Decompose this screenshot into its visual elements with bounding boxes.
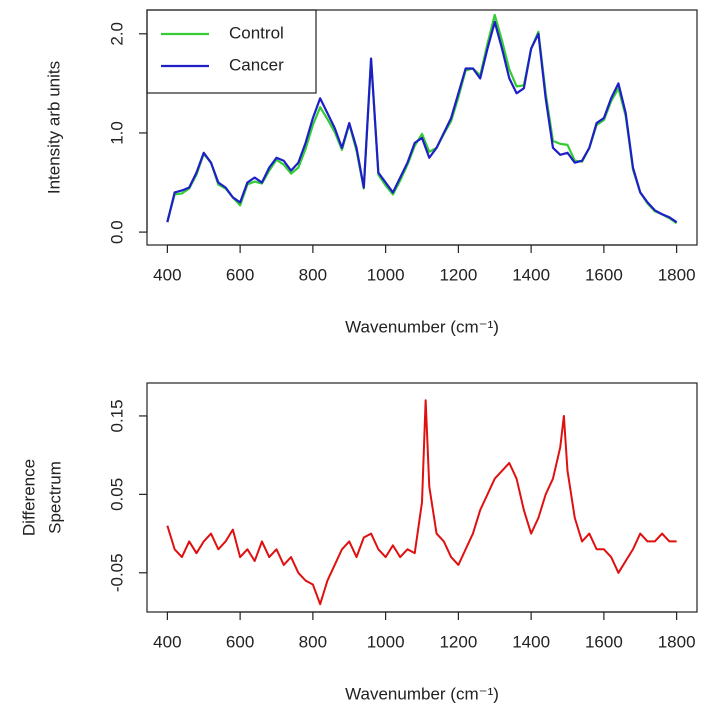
x-tick-label: 1600 [585,632,623,651]
y-tick-label: 1.0 [107,121,126,145]
y-tick-label: -0.05 [107,553,126,592]
y-axis-label: Difference [19,459,38,536]
x-axis-label: Wavenumber (cm⁻¹) [345,317,499,336]
y-tick-label: 0.15 [107,399,126,432]
x-tick-label: 800 [299,632,327,651]
x-tick-label: 1400 [512,265,550,284]
x-tick-label: 1800 [658,265,696,284]
y-axis-label: Intensity arb units [44,61,63,194]
data-line [166,20,678,224]
x-tick-label: 1000 [367,632,405,651]
legend-label: Cancer [229,55,284,74]
x-tick-label: 400 [153,632,181,651]
legend-box [146,9,317,94]
x-tick-label: 400 [153,265,181,284]
x-tick-label: 1600 [585,265,623,284]
legend-label: Control [229,23,284,42]
x-tick-label: 600 [226,265,254,284]
x-tick-label: 1200 [439,265,477,284]
x-tick-label: 1200 [439,632,477,651]
plot-box [146,9,698,246]
y-axis-label: Spectrum [45,461,64,534]
x-tick-label: 1800 [658,632,696,651]
y-tick-label: 0.05 [107,478,126,511]
x-axis-label: Wavenumber (cm⁻¹) [345,684,499,703]
data-line [166,399,677,606]
y-tick-label: 2.0 [107,22,126,46]
x-tick-label: 1400 [512,632,550,651]
y-tick-label: 0.0 [107,220,126,244]
x-tick-label: 600 [226,632,254,651]
x-tick-label: 1000 [367,265,405,284]
x-tick-label: 800 [299,265,327,284]
